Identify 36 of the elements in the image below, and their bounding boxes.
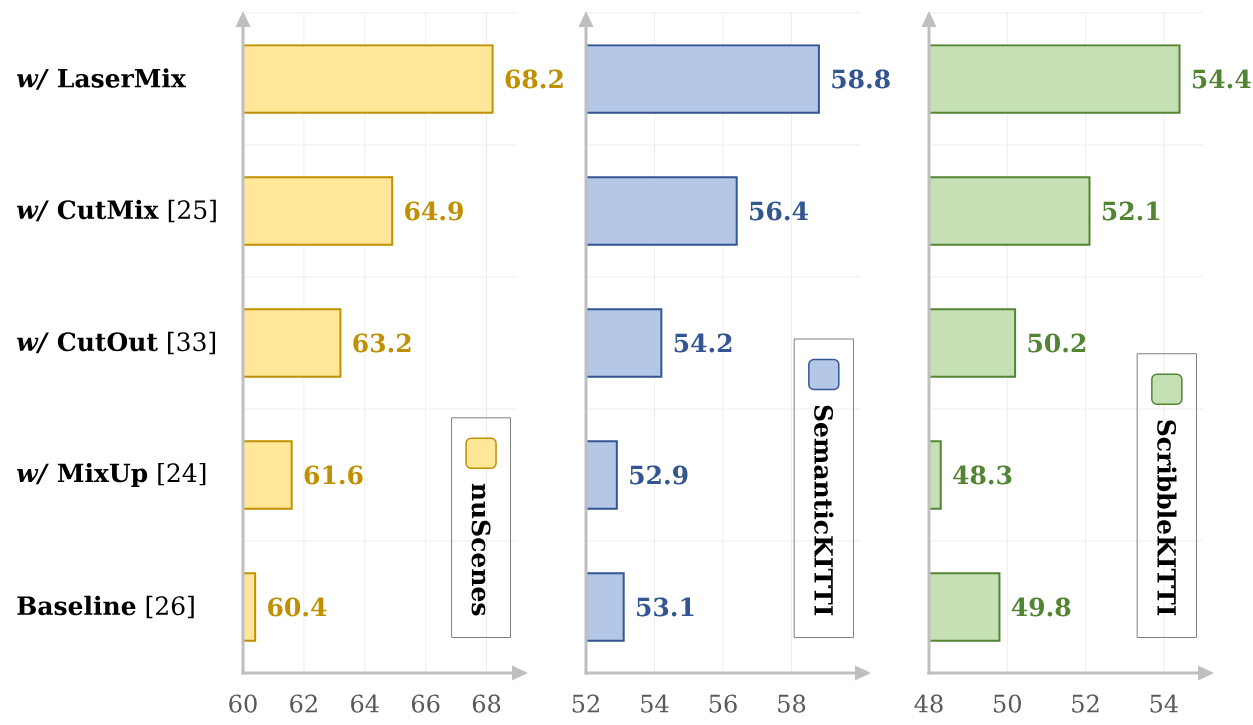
data-label: 49.8 xyxy=(1011,597,1071,617)
data-label: 64.9 xyxy=(405,201,463,221)
x-tick-label: 54 xyxy=(641,694,669,713)
legend-label: nuScenes xyxy=(471,483,491,616)
legend-label: ScribbleKITTI xyxy=(1157,420,1177,616)
data-label: 48.3 xyxy=(953,465,1012,485)
data-label: 54.2 xyxy=(674,333,732,353)
y-tick-label: w/ CutOut [33] xyxy=(16,331,216,355)
x-tick-label: 58 xyxy=(778,694,806,713)
x-tick-label: 52 xyxy=(1072,694,1099,713)
data-label: 52.9 xyxy=(630,465,688,485)
x-tick-label: 52 xyxy=(572,694,599,713)
x-tick-label: 48 xyxy=(914,694,943,713)
x-tick-label: 54 xyxy=(1150,694,1178,713)
x-tick-label: 64 xyxy=(351,694,379,713)
data-label: 60.4 xyxy=(268,597,327,617)
data-label: 68.2 xyxy=(505,69,563,89)
data-label: 61.6 xyxy=(304,465,363,485)
x-tick-label: 68 xyxy=(472,694,501,713)
data-label: 50.2 xyxy=(1028,333,1086,353)
y-tick-label: w/ LaserMix xyxy=(16,68,186,90)
y-tick-label: w/ CutMix [25] xyxy=(16,199,216,223)
data-label: 52.1 xyxy=(1102,201,1160,221)
data-label: 53.1 xyxy=(637,597,694,617)
y-tick-label: Baseline [26] xyxy=(17,595,194,619)
y-tick-label: w/ MixUp [24] xyxy=(16,462,206,488)
legend-label: SemanticKITTI xyxy=(814,405,834,616)
x-tick-label: 62 xyxy=(290,694,317,713)
x-tick-label: 56 xyxy=(709,694,737,713)
x-tick-label: 66 xyxy=(412,694,440,713)
data-label: 63.2 xyxy=(353,333,411,353)
data-label: 54.4 xyxy=(1192,69,1251,89)
x-tick-label: 60 xyxy=(229,694,257,713)
x-tick-label: 50 xyxy=(994,694,1021,713)
data-label: 56.4 xyxy=(750,201,808,221)
data-label: 58.8 xyxy=(832,69,890,89)
